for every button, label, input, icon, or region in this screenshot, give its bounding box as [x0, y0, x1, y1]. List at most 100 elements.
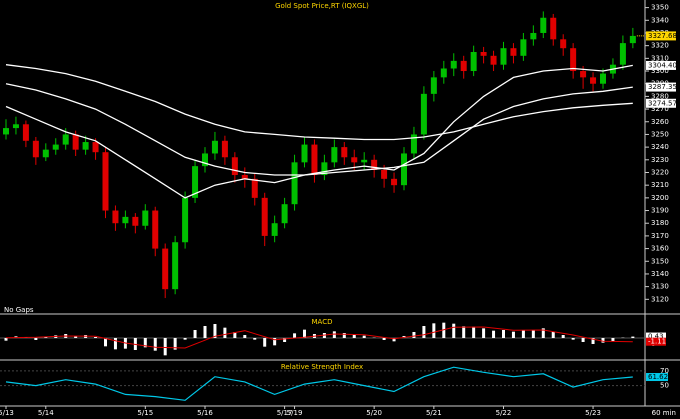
x-tick-label: 5/21 [426, 409, 442, 417]
x-tick-label: 5/16 [197, 409, 213, 417]
macd-bar [442, 322, 446, 338]
candle-body [271, 223, 278, 236]
candle-body [172, 242, 179, 290]
y-tick-label: 3210 [651, 181, 669, 189]
y-tick-label: 3180 [651, 219, 669, 227]
macd-bar [293, 333, 297, 338]
candle-body [62, 134, 69, 145]
candle-body [361, 159, 368, 163]
candle-body [221, 140, 228, 158]
price-tag: 3304.40 [648, 61, 677, 69]
macd-bar [113, 338, 117, 350]
macd-bar [163, 338, 167, 356]
candle-body [490, 55, 497, 65]
macd-bar [74, 336, 78, 338]
macd-bar [581, 338, 585, 342]
candle-body [32, 140, 39, 158]
macd-bar [611, 338, 615, 341]
rsi-tick-label: 70 [660, 367, 669, 375]
candle-body [3, 128, 9, 135]
macd-bar [561, 335, 565, 338]
macd-bar [243, 335, 247, 338]
macd-bar [213, 324, 217, 338]
rsi-tag: 61.62 [648, 373, 668, 381]
macd-bar [571, 338, 575, 340]
candle-body [132, 216, 139, 226]
candle-body [112, 210, 119, 224]
y-tick-label: 3120 [651, 295, 669, 303]
candle-body [500, 48, 507, 65]
candle-body [430, 77, 437, 94]
macd-bar [631, 336, 635, 338]
macd-bar [502, 330, 505, 338]
candle-body [420, 93, 427, 135]
y-tick-label: 3170 [651, 232, 669, 240]
macd-bar [273, 338, 277, 346]
macd-bar [253, 338, 257, 340]
candle-body [331, 147, 338, 163]
macd-bar [263, 338, 267, 347]
y-tick-label: 3270 [651, 105, 669, 113]
candle-body [540, 17, 547, 33]
macd-bar [233, 332, 237, 338]
candle-body [530, 32, 537, 40]
x-tick-label: 5/22 [496, 409, 512, 417]
gap-note: No Gaps [4, 306, 34, 314]
candle-body [241, 175, 248, 179]
macd-bar [193, 330, 197, 338]
macd-bar [422, 326, 426, 338]
candle-body [92, 142, 99, 153]
macd-bar [143, 338, 147, 348]
y-tick-label: 3150 [651, 257, 669, 265]
y-tick-label: 3280 [651, 92, 669, 100]
candle-body [202, 153, 208, 167]
x-tick-label: 5/17 [277, 409, 293, 417]
candle-body [410, 134, 417, 154]
price-tag: 3287.35 [648, 83, 677, 91]
x-tick-label: 5/20 [366, 409, 382, 417]
macd-bar [382, 338, 386, 340]
candle-body [182, 197, 189, 243]
price-tag: 3327.68 [648, 32, 677, 40]
macd-bar [352, 335, 356, 338]
moving-average [5, 83, 633, 176]
price-tag-bg [646, 98, 676, 108]
x-tick-label: 5/19 [287, 409, 303, 417]
macd-bar [173, 338, 177, 350]
x-tick-label: 5/15 [137, 409, 153, 417]
rsi-line [5, 366, 633, 401]
signal-tag: -1.11 [648, 338, 666, 346]
candle-body [480, 52, 487, 56]
candle-body [231, 157, 238, 176]
macd-bar [551, 332, 555, 338]
y-tick-label: 3130 [651, 283, 669, 291]
signal-tag-bg [646, 337, 666, 346]
candle-body [311, 144, 318, 176]
macd-bar [601, 338, 605, 343]
candle-body [72, 134, 79, 150]
candle-body [152, 210, 159, 249]
chart-title: Gold Spot Price,RT (IQXGL) [275, 2, 369, 10]
candle-body [82, 142, 89, 150]
macd-bar [362, 335, 366, 338]
x-tick-label: 5/23 [585, 409, 601, 417]
macd-bar [34, 338, 38, 340]
candle-body [291, 162, 298, 205]
candle-body [470, 52, 477, 72]
candle-body [22, 124, 29, 141]
candle-body [371, 159, 378, 170]
candle-body [590, 77, 597, 84]
x-tick-label: 5/14 [38, 409, 54, 417]
macd-bar [223, 327, 227, 338]
candle-body [321, 162, 328, 176]
y-tick-label: 3310 [651, 54, 669, 62]
macd-bar [342, 333, 346, 338]
price-tag-bg [646, 82, 676, 92]
candle-body [619, 43, 626, 65]
price-tag-bg [646, 31, 676, 41]
candle-body [560, 39, 567, 49]
candle-body [440, 68, 447, 78]
y-tick-label: 3350 [651, 4, 669, 12]
macd-bar [541, 328, 545, 338]
